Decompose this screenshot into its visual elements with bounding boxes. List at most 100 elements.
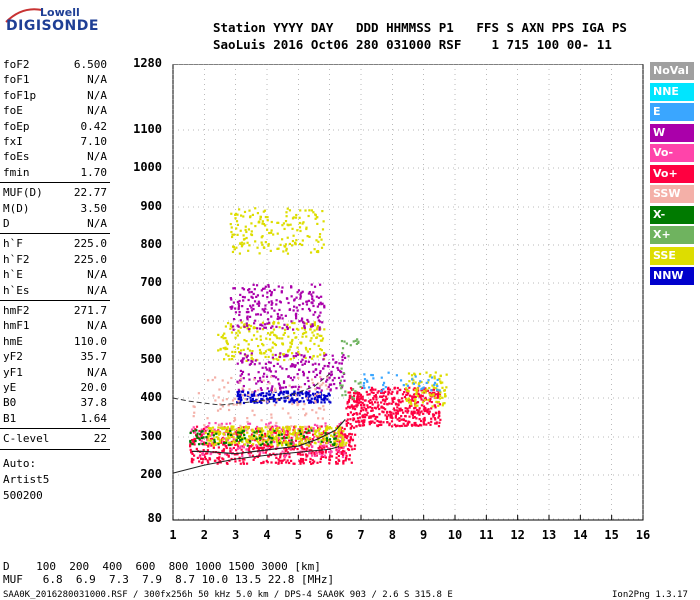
echo-point: [232, 438, 235, 441]
echo-point: [192, 429, 195, 433]
echo-point: [273, 438, 276, 441]
echo-point: [217, 430, 220, 433]
echo-point: [301, 437, 304, 440]
echo-point: [323, 401, 326, 404]
echo-point: [312, 299, 315, 302]
echo-point: [395, 424, 398, 427]
echo-point: [237, 329, 240, 332]
echo-point: [276, 362, 279, 365]
echo-point: [298, 242, 302, 246]
y-tick-label: 400: [140, 390, 162, 404]
echo-point: [286, 430, 290, 433]
echo-point: [388, 388, 392, 391]
echo-point: [275, 437, 278, 440]
echo-point: [351, 407, 354, 410]
echo-point: [247, 422, 250, 425]
echo-point: [322, 437, 325, 440]
echo-point: [258, 435, 261, 438]
echo-point: [362, 421, 365, 425]
echo-point: [271, 302, 274, 305]
echo-point: [422, 386, 425, 389]
echo-point: [384, 414, 387, 417]
echo-point: [256, 446, 259, 449]
param-name: h`Es: [3, 283, 30, 297]
echo-point: [308, 370, 311, 374]
echo-point: [198, 437, 201, 440]
echo-point: [350, 425, 354, 428]
echo-point: [238, 331, 241, 334]
echo-point: [233, 287, 236, 290]
echo-point: [278, 326, 281, 329]
echo-point: [247, 343, 250, 346]
echo-point: [299, 297, 302, 300]
echo-point: [405, 388, 408, 391]
echo-point: [393, 387, 396, 390]
echo-point: [285, 443, 288, 446]
echo-point: [423, 398, 426, 402]
echo-point: [272, 452, 275, 455]
echo-point: [230, 235, 234, 239]
echo-point: [314, 362, 317, 365]
echo-point: [322, 439, 325, 442]
echo-point: [348, 441, 351, 444]
echo-point: [312, 430, 315, 433]
echo-point: [210, 433, 214, 436]
echo-point: [189, 448, 192, 452]
echo-point: [259, 394, 262, 397]
echo-point: [364, 399, 367, 402]
echo-point: [367, 386, 371, 389]
echo-point: [266, 398, 269, 402]
echo-point: [248, 209, 251, 212]
echo-point: [300, 391, 303, 394]
echo-point: [306, 350, 309, 353]
echo-point: [267, 454, 270, 457]
echo-point: [420, 410, 423, 413]
echo-point: [357, 391, 361, 395]
echo-point: [280, 459, 283, 462]
echo-point: [198, 429, 201, 433]
echo-point: [425, 381, 428, 385]
echo-point: [239, 214, 243, 217]
echo-point: [337, 376, 341, 380]
echo-point: [329, 454, 332, 457]
echo-point: [237, 399, 240, 403]
echo-point: [239, 462, 242, 465]
logo-digisonde: DIGISONDE: [6, 18, 99, 34]
echo-point: [396, 418, 399, 421]
param-row: foF2 6.500: [3, 57, 107, 72]
echo-point: [255, 313, 258, 316]
echo-point: [292, 433, 295, 436]
echo-point: [289, 459, 293, 462]
echo-point: [274, 435, 278, 438]
echo-point: [322, 436, 325, 439]
echo-point: [322, 405, 325, 408]
echo-point: [368, 393, 371, 396]
echo-point: [256, 394, 260, 397]
echo-point: [314, 454, 317, 457]
echo-point: [312, 370, 315, 373]
echo-point: [191, 458, 194, 462]
autoscale-info: Auto:: [3, 456, 37, 470]
echo-point: [378, 420, 381, 423]
echo-point: [363, 403, 366, 407]
param-value: 7.10: [80, 135, 108, 148]
echo-point: [264, 241, 267, 244]
echo-point: [272, 397, 275, 401]
echo-point: [297, 429, 300, 432]
echo-point: [338, 447, 341, 451]
echo-point: [258, 252, 261, 255]
param-name: foE: [3, 104, 23, 118]
echo-point: [305, 300, 309, 303]
echo-point: [218, 388, 221, 391]
echo-point: [268, 338, 272, 341]
echo-point: [246, 318, 249, 321]
echo-point: [400, 415, 403, 418]
echo-point: [279, 439, 282, 442]
echo-point: [411, 397, 414, 400]
echo-point: [236, 347, 240, 350]
echo-point: [287, 335, 290, 338]
echo-point: [257, 344, 260, 348]
echo-point: [400, 397, 404, 400]
echo-point: [340, 339, 344, 343]
echo-point: [392, 407, 396, 410]
